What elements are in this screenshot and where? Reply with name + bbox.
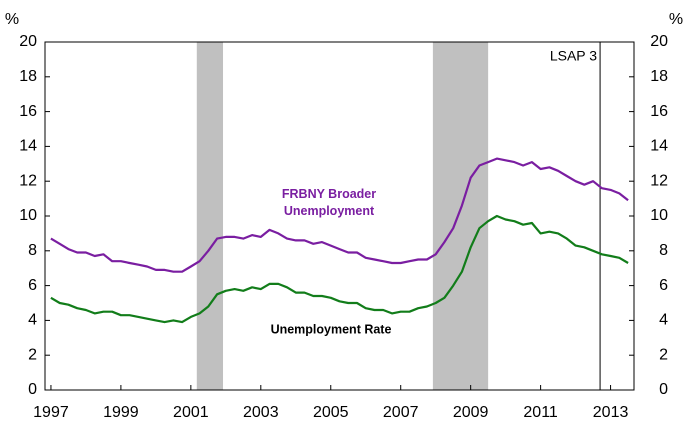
y-tick-label: 4 [28, 312, 37, 329]
series-line [50, 157, 629, 273]
y-tick-label: 6 [28, 277, 37, 294]
series-label: Unemployment Rate [271, 322, 392, 336]
y2-unit: % [669, 11, 683, 28]
series-line [50, 214, 629, 324]
y-tick-label: 0 [28, 381, 37, 398]
y2-tick-label: 0 [659, 381, 668, 398]
x-tick-label: 1997 [33, 404, 69, 421]
series-label-box: FRBNY Broader Unemployment [281, 187, 377, 218]
x-tick-label: 1999 [103, 404, 139, 421]
y-tick-label: 10 [19, 207, 37, 224]
y2-tick-label: 12 [650, 172, 668, 189]
x-tick-label: 2001 [173, 404, 209, 421]
y-tick-label: 2 [28, 346, 37, 363]
y2-tick-label: 6 [659, 277, 668, 294]
y-tick-label: 20 [19, 33, 37, 50]
y2-tick-label: 18 [650, 68, 668, 85]
x-tick-label: 2011 [523, 404, 558, 421]
y2-tick-label: 20 [650, 33, 668, 50]
y-tick-label: 14 [19, 138, 37, 155]
y2-tick-label: 10 [650, 207, 668, 224]
recession-band [196, 42, 224, 390]
x-tick-label: 2005 [313, 404, 349, 421]
y-tick-label: 18 [19, 68, 37, 85]
series-label: FRBNY Broader Unemployment [281, 187, 377, 218]
recession-band [432, 42, 489, 390]
x-tick-label: 2003 [243, 404, 279, 421]
y-tick-label: 8 [28, 242, 37, 259]
x-tick-label: 2013 [593, 404, 629, 421]
y-tick-label: 12 [19, 172, 37, 189]
y2-tick-label: 14 [650, 138, 668, 155]
event-label: LSAP 3 [550, 48, 597, 64]
y-tick-label: 16 [19, 103, 37, 120]
x-tick-label: 2009 [453, 404, 489, 421]
y2-tick-label: 2 [659, 346, 668, 363]
y2-tick-label: 16 [650, 103, 668, 120]
y2-tick-label: 4 [659, 312, 668, 329]
y-unit: % [5, 11, 19, 28]
x-tick-label: 2007 [383, 404, 419, 421]
y2-tick-label: 8 [659, 242, 668, 259]
